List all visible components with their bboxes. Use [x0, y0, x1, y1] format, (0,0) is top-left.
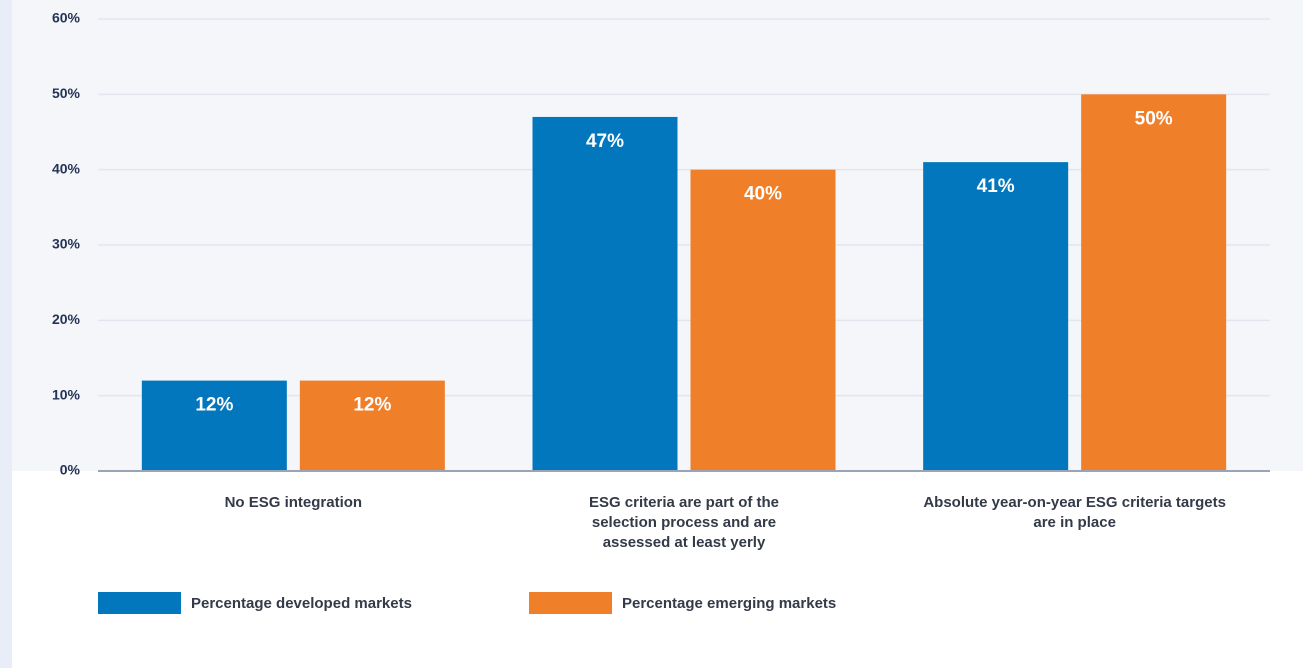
y-tick-label: 10%: [52, 386, 81, 402]
legend-swatch: [98, 592, 181, 614]
x-tick-label: ESG criteria are part of the selection p…: [588, 494, 780, 551]
bar: [532, 116, 678, 471]
value-label: 41%: [977, 176, 1015, 197]
legend-label: Percentage developed markets: [191, 595, 412, 612]
y-tick-label: 0%: [60, 462, 81, 478]
bar: [299, 380, 445, 471]
legend-label: Percentage emerging markets: [622, 595, 836, 612]
value-label: 40%: [744, 184, 782, 205]
value-label: 12%: [195, 395, 233, 416]
legend-swatch: [529, 592, 612, 614]
bar: [1081, 94, 1227, 471]
x-tick-label: No ESG integration: [224, 494, 363, 511]
bar: [690, 169, 836, 471]
value-label: 47%: [586, 131, 624, 152]
side-strip: [0, 0, 12, 668]
bar: [923, 162, 1069, 471]
y-tick-label: 20%: [52, 311, 81, 327]
y-tick-label: 30%: [52, 236, 81, 252]
y-tick-label: 40%: [52, 160, 81, 176]
y-tick-label: 60%: [52, 10, 81, 26]
value-label: 50%: [1135, 108, 1173, 129]
x-tick-label: Absolute year-on-year ESG criteria targe…: [923, 494, 1226, 531]
bar: [141, 380, 287, 471]
y-tick-label: 50%: [52, 85, 81, 101]
value-label: 12%: [353, 395, 391, 416]
